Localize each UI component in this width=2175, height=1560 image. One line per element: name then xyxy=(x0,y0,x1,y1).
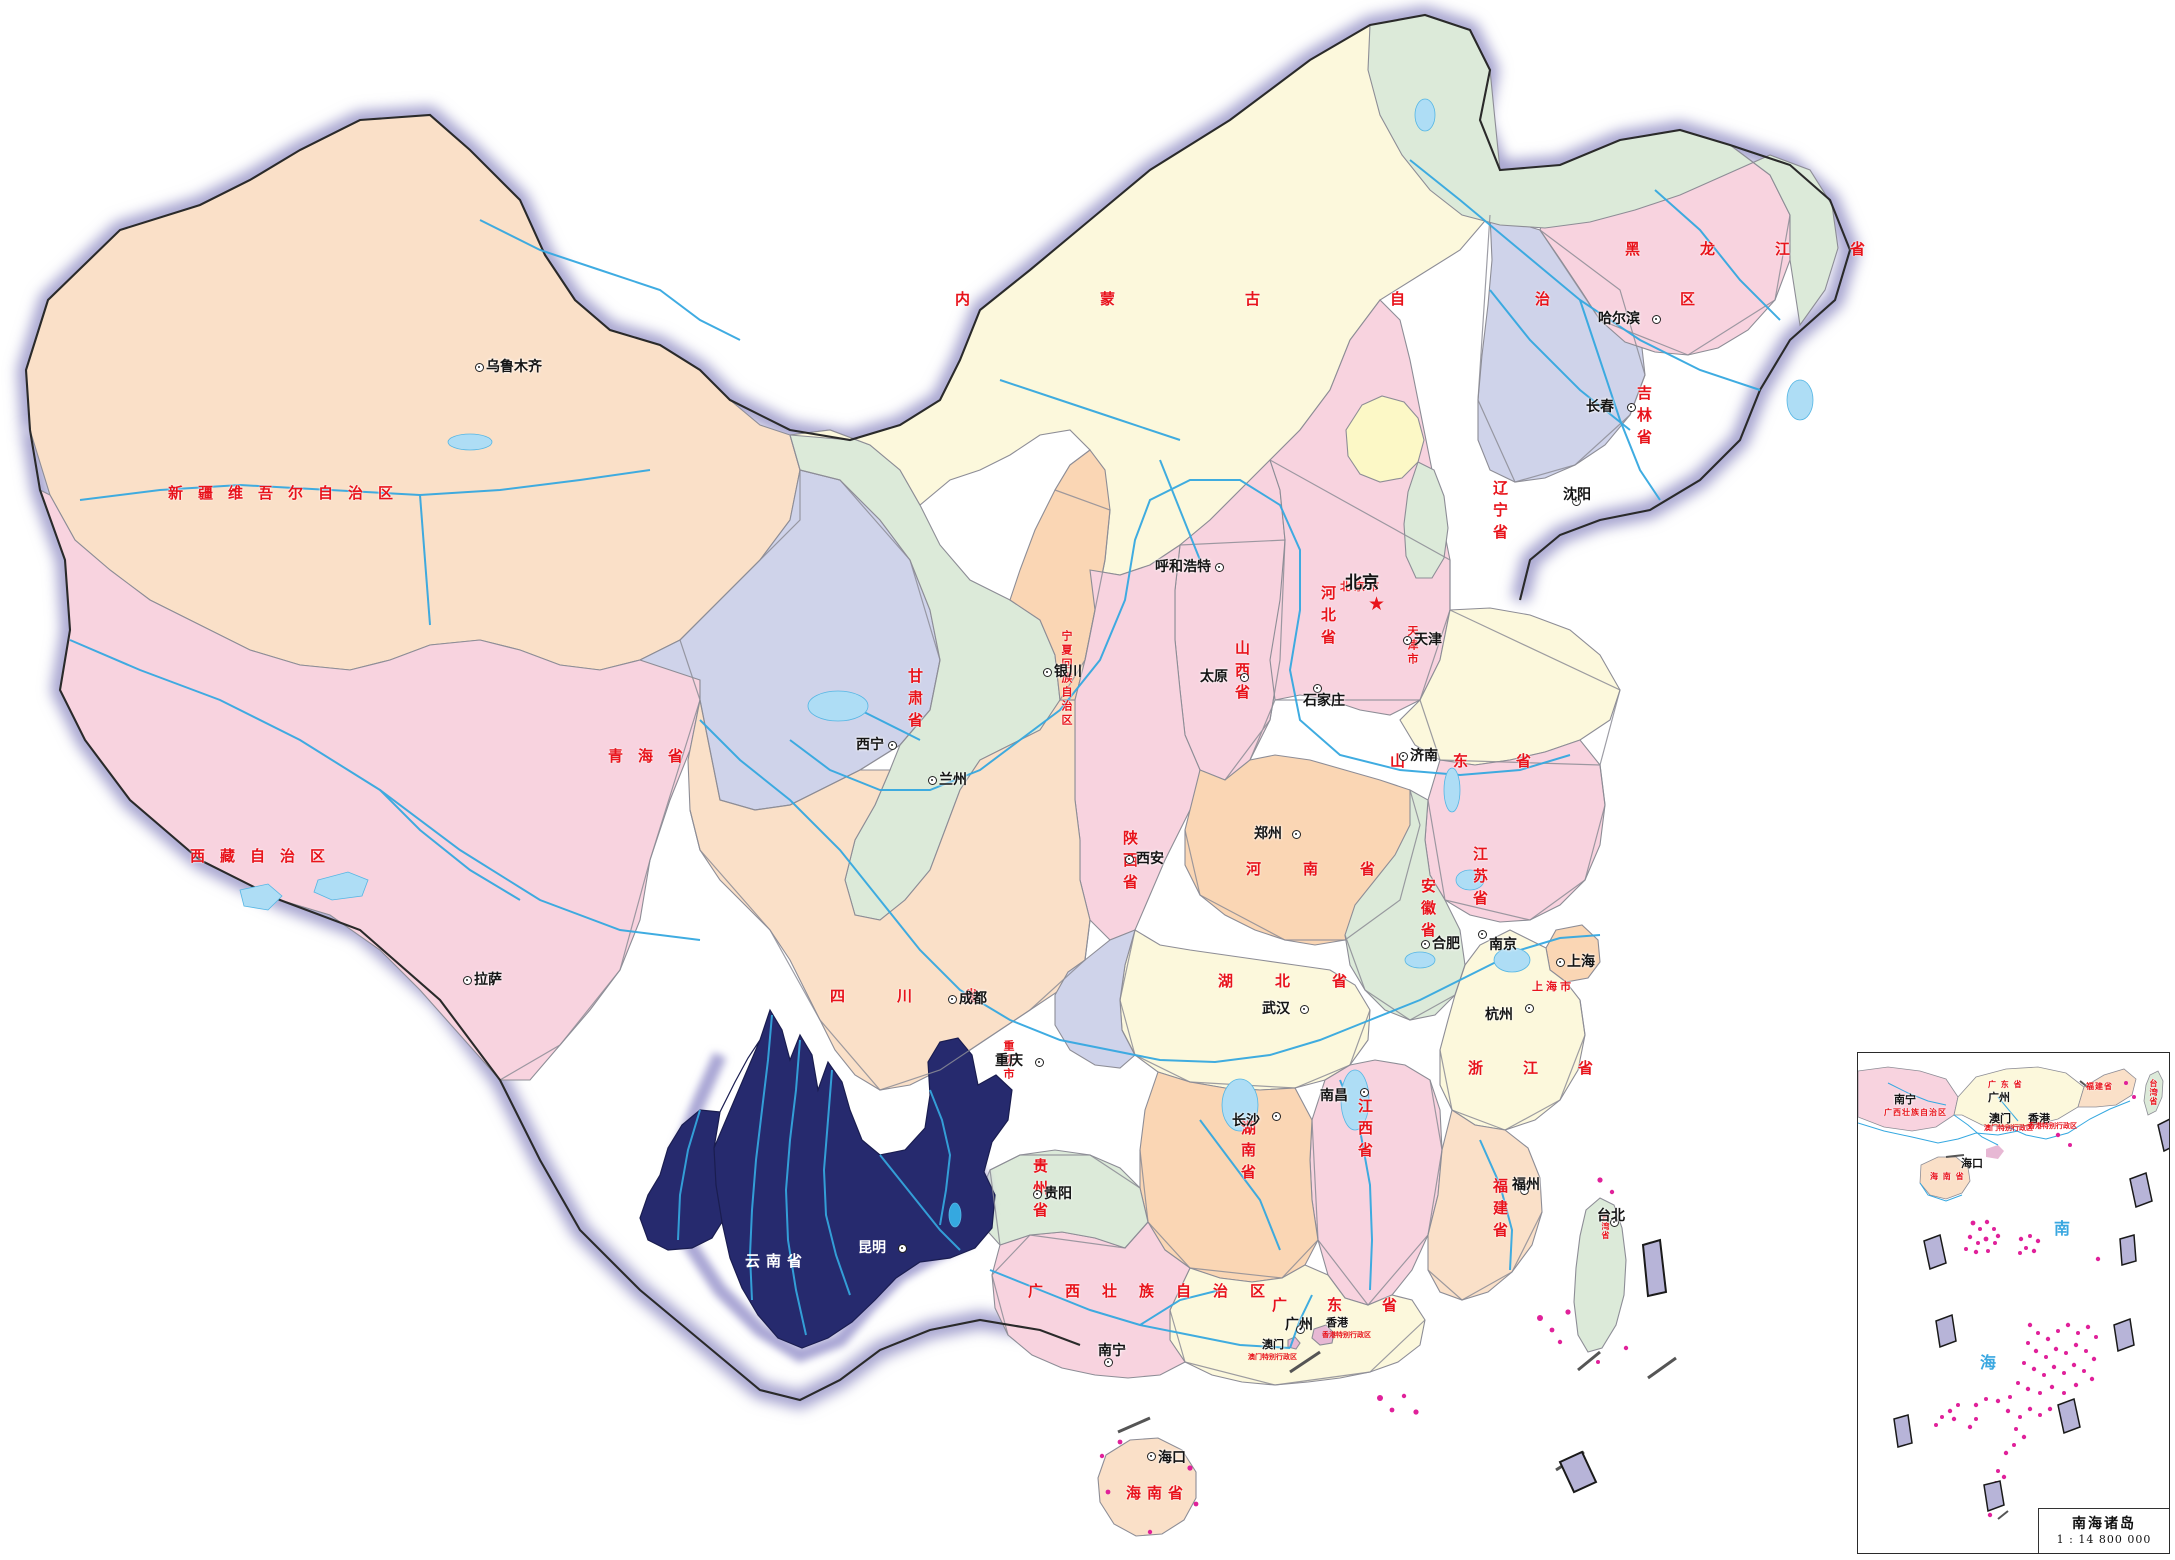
city-dot-lasa xyxy=(463,976,472,985)
area-guangxi xyxy=(991,1221,1191,1379)
city-dot-xining xyxy=(888,741,897,750)
graticule-ticks xyxy=(1117,1350,1677,1472)
city-dot-kunming xyxy=(898,1244,907,1253)
inset-area-prd xyxy=(1986,1145,2004,1159)
city-dot-changsha xyxy=(1272,1112,1281,1121)
lake-chaohu xyxy=(1404,951,1436,969)
city-dot-shenyang xyxy=(1572,497,1581,506)
city-dot-nanjing xyxy=(1478,930,1487,939)
lake-bosten xyxy=(447,433,493,451)
inset-map-south-china-sea: 南宁 广州 海口 澳门 香港 广 东 省 广西壮族自治区 海 南 省 福建省 台… xyxy=(1857,1052,2170,1554)
city-dot-huhehaote xyxy=(1215,563,1224,572)
area-jiangsu xyxy=(1424,739,1606,923)
city-dot-guiyang xyxy=(1033,1190,1042,1199)
city-dot-tianjin xyxy=(1403,636,1412,645)
area-xianggang xyxy=(1311,1324,1335,1346)
area-hainan xyxy=(1097,1437,1197,1537)
inset-geometry xyxy=(1858,1066,2169,1520)
inset-area-guangdong xyxy=(1953,1066,2085,1128)
city-dot-hefei xyxy=(1421,940,1430,949)
area-sichuan xyxy=(687,699,1091,1091)
area-beijing xyxy=(1345,395,1425,483)
inset-scale-text: 1 : 14 800 000 xyxy=(2056,1533,2152,1546)
inset-title-box: 南海诸岛 1 : 14 800 000 xyxy=(2038,1508,2169,1553)
lake-dongting xyxy=(1221,1078,1259,1132)
city-dot-jinan xyxy=(1399,752,1408,761)
area-fujian xyxy=(1427,1109,1543,1301)
city-dot-hangzhou xyxy=(1525,1004,1534,1013)
inset-islands xyxy=(1934,1081,2158,1518)
lake-qinghai xyxy=(807,690,869,722)
city-dot-nanchang xyxy=(1360,1088,1369,1097)
city-dot-shijiazhuang xyxy=(1313,684,1322,693)
inset-area-hainan xyxy=(1919,1156,1971,1200)
lake-hongze xyxy=(1455,869,1485,891)
boundary-slabs xyxy=(1558,1238,1668,1494)
inset-area-taiwan xyxy=(2143,1070,2164,1116)
city-dot-yinchuan xyxy=(1043,668,1052,677)
lake-poyang xyxy=(1340,1069,1370,1131)
city-dot-haerbin xyxy=(1652,315,1661,324)
city-dot-nanning xyxy=(1104,1358,1113,1367)
area-yunnan xyxy=(639,1008,1013,1349)
lake-hulun xyxy=(1414,98,1436,132)
city-dot-zhengzhou xyxy=(1292,830,1301,839)
area-tianjin xyxy=(1403,461,1449,579)
inset-title-text: 南海诸岛 xyxy=(2072,1516,2136,1532)
city-dot-chongqing xyxy=(1035,1058,1044,1067)
inset-area-fujian xyxy=(2077,1068,2137,1108)
city-dot-taibei xyxy=(1610,1218,1619,1227)
lake-taihu xyxy=(1493,947,1531,973)
lakes xyxy=(239,98,1814,1228)
lake-dianchi xyxy=(948,1202,962,1228)
area-xinjiang xyxy=(25,114,801,671)
inset-area-guangxi xyxy=(1858,1066,1959,1132)
city-dot-changchun xyxy=(1627,403,1636,412)
capital-star-beijing: ★ xyxy=(1368,593,1386,615)
national-border xyxy=(24,13,1852,1402)
province-areas xyxy=(25,14,1839,1537)
city-dot-taiyuan xyxy=(1240,673,1249,682)
city-dot-wulumuqi xyxy=(475,363,484,372)
inset-nine-dash-slabs xyxy=(1893,1118,2169,1513)
lake-namco xyxy=(313,871,369,901)
area-taiwan xyxy=(1573,1197,1627,1353)
city-dot-guangzhou xyxy=(1296,1325,1305,1334)
area-jiangxi xyxy=(1309,1059,1443,1306)
city-dot-shanghai xyxy=(1556,958,1565,967)
city-dot-wuhan xyxy=(1300,1005,1309,1014)
area-zhejiang xyxy=(1439,929,1586,1131)
highlight-yunnan xyxy=(639,1008,1013,1363)
area-shandong xyxy=(1399,607,1621,766)
lake-xingkai xyxy=(1786,379,1814,421)
city-dot-fuzhou xyxy=(1520,1186,1529,1195)
province-borders xyxy=(499,214,1791,1386)
rivers xyxy=(69,159,1781,1349)
city-dot-xian xyxy=(1125,855,1134,864)
lake-tibet2 xyxy=(239,883,283,911)
lake-weishan xyxy=(1443,767,1461,813)
city-dot-chengdu xyxy=(948,995,957,1004)
city-dot-lanzhou xyxy=(928,776,937,785)
city-dot-haikou xyxy=(1147,1452,1156,1461)
islands xyxy=(1099,1177,1629,1535)
